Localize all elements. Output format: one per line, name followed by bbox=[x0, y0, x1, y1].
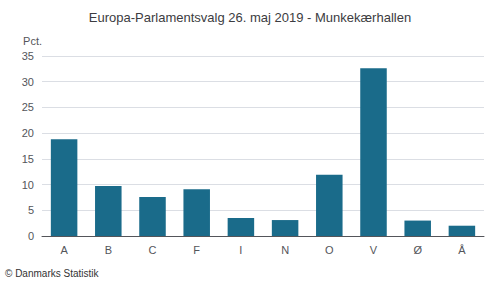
svg-text:I: I bbox=[239, 244, 242, 256]
svg-text:© Danmarks Statistik: © Danmarks Statistik bbox=[5, 268, 100, 279]
svg-text:Pct.: Pct. bbox=[23, 35, 42, 47]
svg-text:10: 10 bbox=[22, 179, 34, 191]
svg-text:15: 15 bbox=[22, 153, 34, 165]
svg-text:C: C bbox=[149, 244, 157, 256]
svg-text:F: F bbox=[193, 244, 200, 256]
svg-text:5: 5 bbox=[28, 204, 34, 216]
svg-text:B: B bbox=[105, 244, 112, 256]
svg-text:Å: Å bbox=[458, 244, 466, 256]
svg-text:0: 0 bbox=[28, 230, 34, 242]
svg-text:30: 30 bbox=[22, 76, 34, 88]
svg-text:O: O bbox=[325, 244, 334, 256]
svg-text:20: 20 bbox=[22, 127, 34, 139]
svg-text:25: 25 bbox=[22, 101, 34, 113]
svg-text:A: A bbox=[60, 244, 68, 256]
svg-text:Europa-Parlamentsvalg 26. maj: Europa-Parlamentsvalg 26. maj 2019 - Mun… bbox=[89, 10, 411, 25]
svg-text:V: V bbox=[370, 244, 378, 256]
svg-text:Ø: Ø bbox=[413, 244, 422, 256]
svg-text:N: N bbox=[281, 244, 289, 256]
svg-text:35: 35 bbox=[22, 50, 34, 62]
